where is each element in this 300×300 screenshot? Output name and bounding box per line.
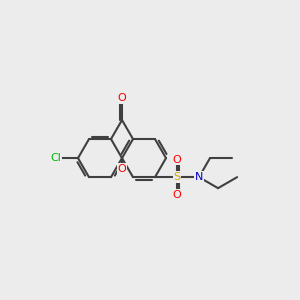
Text: O: O <box>172 190 182 200</box>
Text: S: S <box>173 172 181 182</box>
Text: N: N <box>195 172 203 182</box>
Text: O: O <box>118 93 126 103</box>
Text: Cl: Cl <box>51 153 62 163</box>
Text: O: O <box>172 154 182 165</box>
Text: O: O <box>118 164 126 174</box>
